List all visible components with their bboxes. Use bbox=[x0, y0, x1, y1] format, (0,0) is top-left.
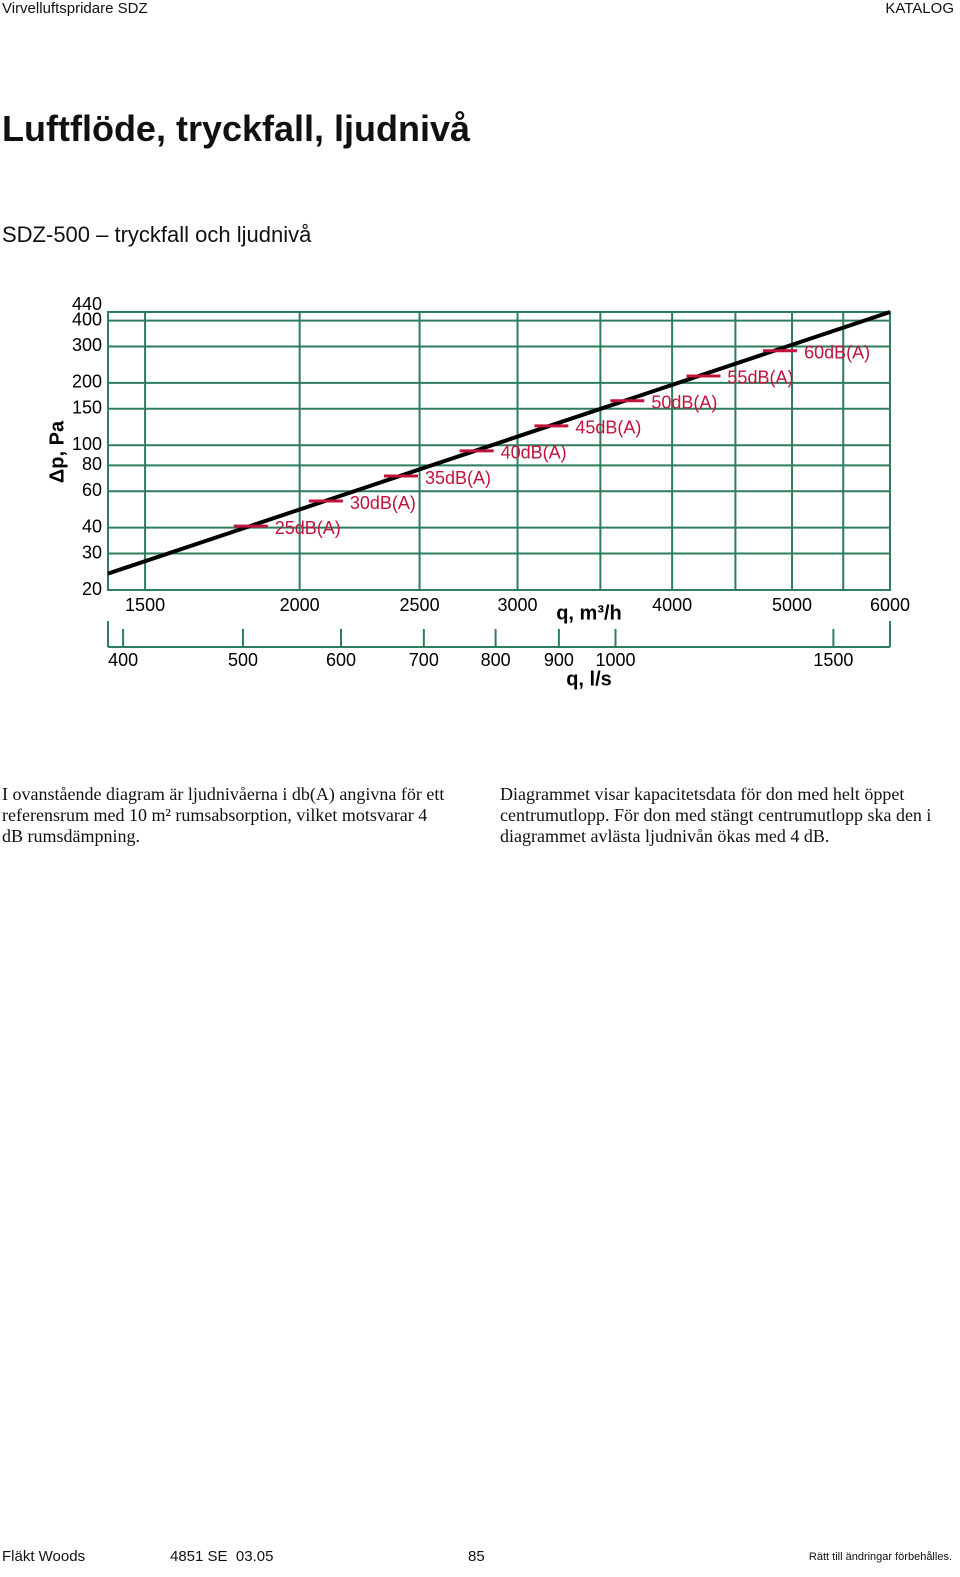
sound-label: 30dB(A) bbox=[350, 493, 416, 513]
x-tick-label: 2000 bbox=[280, 595, 320, 615]
line bbox=[107, 310, 891, 576]
x2-tick-label: 400 bbox=[108, 650, 138, 670]
x2-tick-label: 1500 bbox=[813, 650, 853, 670]
header-left: Virvelluftspridare SDZ bbox=[2, 0, 148, 17]
footer-company: Fläkt Woods bbox=[2, 1548, 86, 1565]
sound-label: 55dB(A) bbox=[727, 368, 793, 388]
x-tick-label: 5000 bbox=[772, 595, 812, 615]
x-axis-label: q, m³/h bbox=[556, 602, 622, 624]
x2-tick-label: 700 bbox=[409, 650, 439, 670]
sound-label: 60dB(A) bbox=[804, 342, 870, 362]
paragraph: I ovanstående diagram är ljudnivåerna i … bbox=[2, 784, 445, 846]
x-tick-label: 2500 bbox=[400, 595, 440, 615]
footer-note: Rätt till ändringar förbehålles. bbox=[808, 1551, 952, 1563]
footer-code: 4851 SE 03.05 bbox=[170, 1548, 274, 1565]
x2-tick-label: 800 bbox=[481, 650, 511, 670]
sound-label: 45dB(A) bbox=[575, 418, 641, 438]
paragraph: Diagrammet visar kapacitetsdata för don … bbox=[500, 784, 932, 846]
x2-tick-label: 1000 bbox=[595, 650, 635, 670]
y-tick-label: 60 bbox=[82, 480, 102, 500]
x2-tick-label: 500 bbox=[228, 650, 258, 670]
x2-axis-label: q, l/s bbox=[566, 668, 612, 690]
sound-label: 50dB(A) bbox=[651, 393, 717, 413]
x-tick-label: 3000 bbox=[498, 595, 538, 615]
y-tick-label: 40 bbox=[82, 516, 102, 536]
header-right: KATALOG bbox=[885, 0, 954, 17]
sound-label: 35dB(A) bbox=[425, 468, 491, 488]
y-tick-label: 20 bbox=[82, 579, 102, 599]
title: Luftflöde, tryckfall, ljudnivå bbox=[2, 108, 471, 149]
plot-frame bbox=[107, 311, 891, 591]
y-tick-label: 100 bbox=[72, 434, 102, 454]
y-tick-label: 440 bbox=[72, 294, 102, 314]
y-tick-label: 80 bbox=[82, 454, 102, 474]
x-tick-label: 4000 bbox=[652, 595, 692, 615]
y-tick-label: 300 bbox=[72, 335, 102, 355]
sound-label: 40dB(A) bbox=[501, 443, 567, 463]
x2-tick-label: 600 bbox=[326, 650, 356, 670]
x-tick-label: 1500 bbox=[125, 595, 165, 615]
x2-tick-label: 900 bbox=[544, 650, 574, 670]
y-axis-label: Δp, Pa bbox=[46, 420, 68, 483]
y-tick-label: 200 bbox=[72, 372, 102, 392]
sound-label: 25dB(A) bbox=[275, 518, 341, 538]
y-tick-label: 30 bbox=[82, 542, 102, 562]
y-tick-label: 400 bbox=[72, 309, 102, 329]
x-tick-label: 6000 bbox=[870, 595, 910, 615]
footer-page: 85 bbox=[468, 1548, 485, 1565]
subtitle: SDZ-500 – tryckfall och ljudnivå bbox=[2, 222, 312, 247]
y-tick-label: 150 bbox=[72, 398, 102, 418]
